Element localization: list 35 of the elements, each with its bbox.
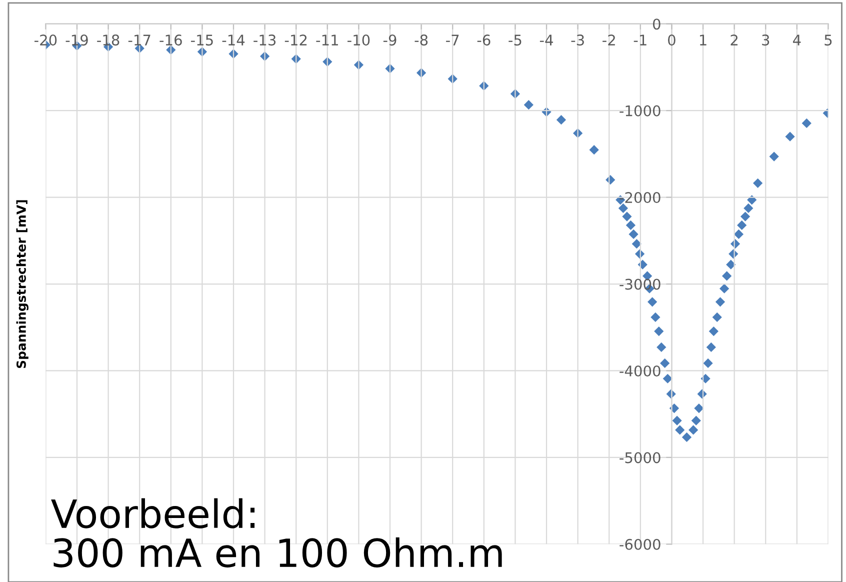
x-tick-label: -15 xyxy=(191,34,213,46)
y-tick-label: -4000 xyxy=(620,365,660,376)
y-tick-label: -5000 xyxy=(620,452,660,464)
x-tick-label: -7 xyxy=(446,34,459,46)
x-tick-label: -14 xyxy=(222,34,245,46)
x-tick-label: -4 xyxy=(540,34,553,46)
x-tick-label: -2 xyxy=(602,34,615,46)
y-tick-label: 0 xyxy=(652,18,660,30)
x-tick-label: 5 xyxy=(824,34,832,46)
y-tick-label: -3000 xyxy=(620,278,660,290)
x-tick-label: 4 xyxy=(793,34,801,46)
x-tick-label: -9 xyxy=(383,34,396,46)
x-tick-label: -8 xyxy=(414,34,428,46)
x-tick-label: -5 xyxy=(508,34,522,46)
x-tick-label: -16 xyxy=(160,34,182,46)
x-tick-label: -3 xyxy=(571,34,584,46)
x-tick-label: 1 xyxy=(700,34,706,46)
x-tick-label: -1 xyxy=(634,34,646,46)
y-tick-label: -6000 xyxy=(620,538,660,550)
x-tick-label: -12 xyxy=(284,34,307,46)
x-tick-label: 2 xyxy=(730,34,738,46)
x-tick-label: 0 xyxy=(668,34,676,46)
x-tick-label: -13 xyxy=(254,34,276,46)
x-tick-label: -6 xyxy=(477,34,490,46)
x-tick-label: -11 xyxy=(316,34,338,46)
x-tick-label: -19 xyxy=(66,34,88,46)
y-axis-title: Spanningstrechter [mV] xyxy=(16,200,28,368)
x-tick-label: 3 xyxy=(762,34,770,46)
x-tick-label: -17 xyxy=(128,34,150,46)
x-tick-label: -20 xyxy=(34,34,57,46)
y-tick-label: -2000 xyxy=(620,192,660,204)
x-tick-label: -18 xyxy=(97,34,120,46)
x-tick-label: -10 xyxy=(348,34,370,46)
annotation: Voorbeeld: 300 mA en 100 Ohm.m xyxy=(51,498,502,568)
y-tick-label: -1000 xyxy=(620,105,660,116)
